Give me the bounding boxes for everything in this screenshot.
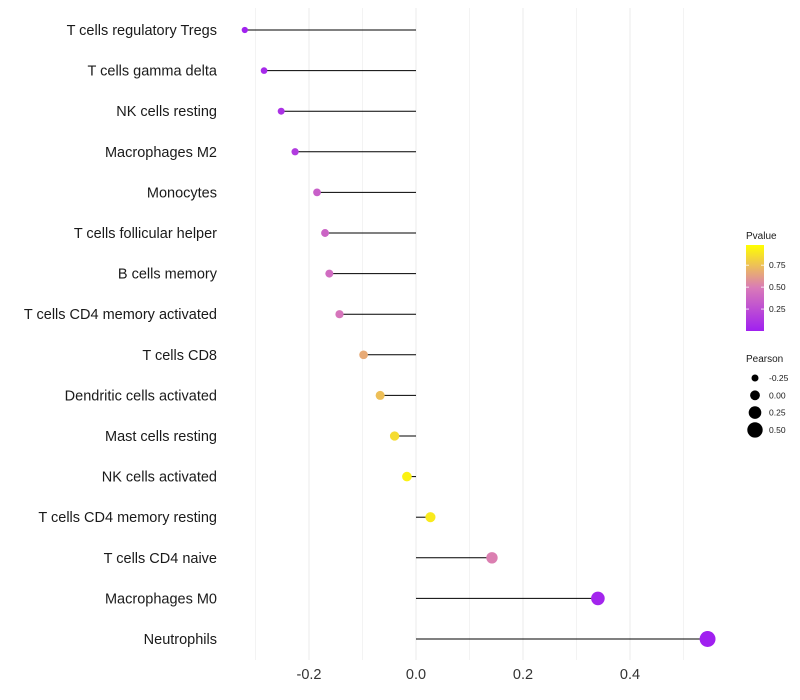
category-label: Dendritic cells activated	[65, 388, 217, 404]
colorbar-tick-label: 0.50	[769, 282, 786, 292]
category-label: Neutrophils	[144, 632, 217, 648]
size-legend-label: 0.50	[769, 425, 786, 435]
lollipop-dot	[699, 631, 716, 647]
colorbar-tick-label: 0.25	[769, 304, 786, 314]
category-label: T cells CD4 memory resting	[38, 510, 217, 526]
x-tick-label: -0.2	[297, 667, 322, 683]
category-label: T cells regulatory Tregs	[67, 23, 217, 39]
size-legend-label: -0.25	[769, 373, 789, 383]
stem-layer	[244, 29, 708, 640]
category-label: Macrophages M0	[105, 591, 217, 607]
x-axis-tick-labels: -0.2 0.0 0.2 0.4	[297, 667, 641, 683]
x-tick-label: 0.4	[620, 667, 640, 683]
lollipop-dot	[375, 390, 385, 400]
category-label: T cells gamma delta	[88, 64, 218, 80]
size-legend-dot	[748, 406, 762, 419]
category-label: T cells CD8	[142, 348, 217, 364]
pearson-legend: Pearson -0.25 0.00 0.25 0.50	[746, 354, 789, 438]
x-tick-label: 0.0	[406, 667, 426, 683]
lollipop-dot	[591, 591, 605, 606]
category-label: Monocytes	[147, 185, 217, 201]
size-legend-dot	[750, 390, 760, 401]
lollipop-dot	[425, 512, 436, 523]
lollipop-dot	[389, 431, 400, 441]
category-label: T cells follicular helper	[74, 226, 217, 242]
pvalue-legend: Pvalue 0.75 0.50 0.25	[746, 231, 786, 331]
lollipop-dot	[260, 67, 268, 74]
lollipop-dot	[486, 552, 498, 564]
size-legend-dot	[751, 374, 759, 382]
colorbar-tick-label: 0.75	[769, 260, 786, 270]
grid-layer	[255, 8, 684, 660]
category-label: T cells CD4 memory activated	[24, 307, 217, 323]
x-tick-label: 0.2	[513, 667, 533, 683]
lollipop-dot	[241, 26, 248, 34]
lollipop-dot	[321, 229, 329, 237]
lollipop-dot	[402, 471, 412, 482]
lollipop-dot	[291, 148, 299, 156]
category-label: Macrophages M2	[105, 145, 217, 161]
category-label: Mast cells resting	[105, 429, 217, 445]
lollipop-dot	[277, 107, 285, 115]
pvalue-legend-title: Pvalue	[746, 231, 777, 242]
lollipop-dot	[359, 350, 368, 360]
category-label: T cells CD4 naive	[104, 551, 217, 567]
size-legend-dot	[747, 422, 763, 438]
category-label: NK cells activated	[102, 470, 217, 486]
size-legend-label: 0.25	[769, 408, 786, 418]
dot-layer	[241, 26, 716, 647]
size-legend-label: 0.00	[769, 390, 786, 400]
lollipop-dot	[335, 310, 344, 319]
category-label: NK cells resting	[116, 104, 217, 120]
lollipop-dot	[325, 269, 334, 278]
pvalue-colorbar	[746, 245, 764, 331]
pearson-legend-title: Pearson	[746, 354, 783, 365]
category-labels: T cells regulatory Tregs T cells gamma de…	[24, 23, 218, 648]
category-label: B cells memory	[118, 267, 218, 283]
lollipop-dot	[313, 188, 321, 197]
